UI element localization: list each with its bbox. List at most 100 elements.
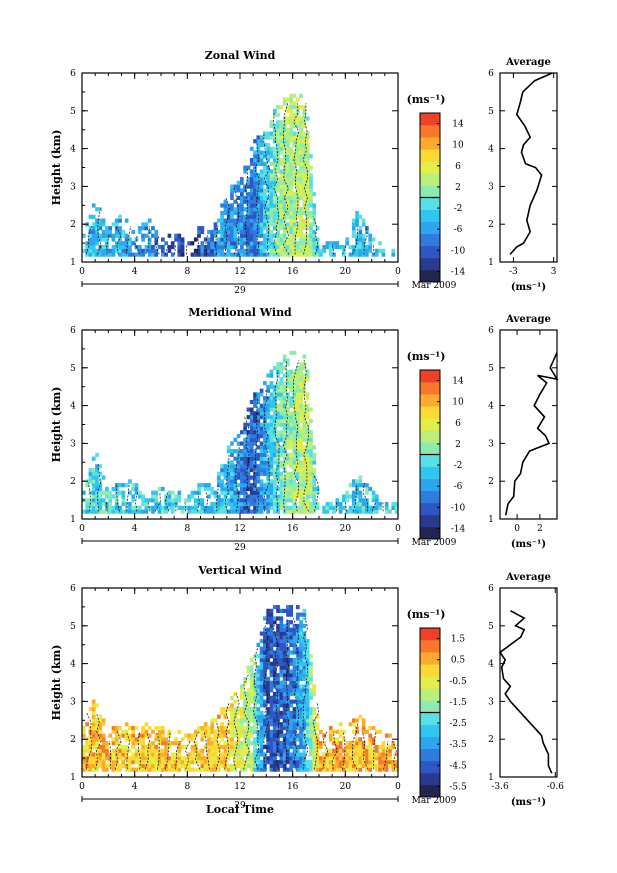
heatmap-cell [299, 154, 303, 159]
heatmap-cell [309, 688, 313, 693]
heatmap-cell [256, 756, 261, 761]
heatmap-cell [322, 505, 326, 510]
heatmap-cell [272, 725, 277, 731]
heatmap-cell [263, 635, 267, 640]
heatmap-cell [272, 741, 277, 746]
heatmap-cell [342, 767, 346, 772]
heatmap-cell [98, 763, 103, 768]
heatmap-cell [266, 437, 271, 442]
heatmap-cell [365, 486, 369, 492]
heatmap-cell [361, 744, 366, 750]
heatmap-cell [141, 752, 145, 757]
heatmap-cell [154, 252, 159, 257]
heatmap-cell [279, 105, 284, 110]
heatmap-cell [230, 226, 234, 231]
heatmap-cell [289, 418, 294, 424]
heatmap-cell [295, 135, 300, 140]
heatmap-cell [223, 756, 228, 761]
heatmap-cell [154, 767, 159, 772]
heatmap-cell [243, 710, 247, 716]
heatmap-cell [259, 158, 264, 163]
heatmap-cell [355, 756, 359, 761]
heatmap-cell [266, 445, 271, 450]
heatmap-cell [223, 748, 228, 753]
heatmap-cell [305, 218, 310, 223]
heatmap-cell [305, 505, 310, 510]
heatmap-cell [233, 718, 238, 723]
heatmap-cell [312, 445, 317, 450]
heatmap-cell [266, 631, 271, 636]
heatmap-cell [220, 498, 224, 503]
heatmap-cell [302, 460, 307, 465]
heatmap-cell [170, 501, 175, 507]
heatmap-cell [240, 218, 244, 223]
heatmap-cell [289, 184, 294, 189]
heatmap-cell [391, 744, 396, 750]
heatmap-cell [276, 479, 280, 484]
heatmap-cell [348, 763, 353, 768]
heatmap-cell [279, 703, 284, 708]
contour-line [312, 473, 319, 512]
heatmap-cell [256, 691, 261, 697]
heatmap-cell [299, 244, 303, 250]
heatmap-cell [167, 759, 172, 765]
colorbar-tick-label: -5.5 [449, 782, 467, 792]
heatmap-cell [289, 173, 294, 178]
heatmap-cell [253, 505, 257, 510]
heatmap-cell [272, 744, 277, 750]
heatmap-cell [279, 654, 284, 659]
heatmap-cell [95, 767, 99, 772]
heatmap-cell [200, 248, 205, 253]
heatmap-cell [85, 509, 89, 514]
heatmap-cell [259, 763, 264, 768]
heatmap-cell [200, 767, 205, 772]
heatmap-cell [332, 752, 336, 757]
heatmap-cell [114, 501, 119, 507]
contour-line [106, 235, 110, 255]
heatmap-cell [269, 623, 274, 629]
heatmap-cell [263, 180, 267, 185]
heatmap-cell [256, 433, 261, 439]
heatmap-cell [286, 437, 290, 442]
colorbar-swatch [420, 628, 440, 641]
heatmap-cell [249, 433, 254, 439]
heatmap-cell [279, 422, 284, 427]
heatmap-cell [381, 756, 386, 761]
heatmap-cell [279, 173, 284, 178]
heatmap-cell [269, 744, 274, 750]
heatmap-cell [213, 733, 218, 738]
heatmap-cell [368, 741, 373, 746]
heatmap-cell [98, 248, 103, 253]
heatmap-cell [88, 729, 93, 734]
heatmap-cell [118, 752, 122, 757]
heatmap-cell [282, 714, 287, 719]
heatmap-cell [282, 237, 287, 242]
heatmap-cell [276, 384, 280, 389]
heatmap-cell [305, 483, 310, 488]
heatmap-cell [269, 759, 274, 765]
heatmap-cell [312, 722, 317, 727]
heatmap-cell [233, 505, 238, 510]
heatmap-cell [230, 467, 234, 473]
heatmap-cell [249, 252, 254, 257]
heatmap-cell [91, 486, 96, 492]
heatmap-cell [272, 737, 277, 742]
heatmap-cell [108, 505, 113, 510]
heatmap-cell [95, 248, 99, 253]
heatmap-cell [289, 210, 294, 216]
contour-line [263, 618, 269, 770]
heatmap-cell [309, 479, 313, 484]
colorbar-swatch [420, 784, 440, 798]
heatmap-cell [272, 498, 277, 503]
heatmap-cell [338, 756, 343, 761]
heatmap-cell [295, 116, 300, 121]
heatmap-cell [266, 725, 271, 731]
heatmap-cell [259, 222, 264, 227]
heatmap-cell [282, 703, 287, 708]
heatmap-cell [305, 403, 310, 408]
heatmap-cell [236, 471, 241, 476]
heatmap-cell [118, 218, 122, 223]
heatmap [82, 350, 399, 514]
heatmap-cell [312, 210, 317, 216]
heatmap-cell [292, 384, 297, 389]
